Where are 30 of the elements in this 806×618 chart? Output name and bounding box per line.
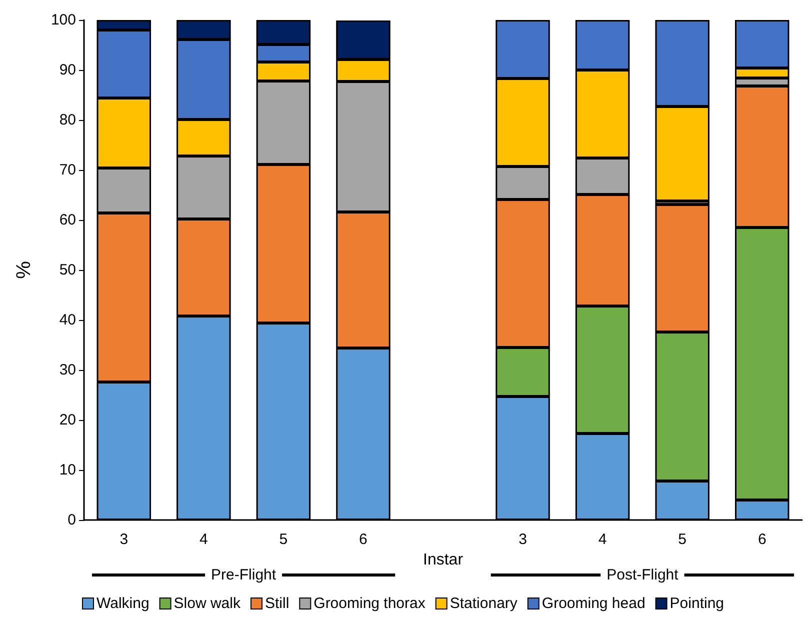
legend-label: Slow walk [174,595,241,612]
y-tick-label: 20 [59,412,76,428]
y-tick-label: 100 [50,12,76,28]
legend-label: Grooming head [542,595,646,612]
y-tick-label: 10 [59,462,76,478]
y-tick-label: 0 [68,512,76,528]
x-tick-label: 3 [518,531,527,548]
legend-label: Still [264,595,290,612]
legend-label: Stationary [450,595,518,612]
y-tick-label: 90 [59,62,76,78]
legend-label: Pointing [670,595,724,612]
legend-label: Walking [96,595,150,612]
x-axis-title: Instar [422,551,464,568]
y-tick-label: 60 [59,212,76,228]
text: Post-Flight [606,566,680,584]
y-tick-label: 40 [59,312,76,328]
text: Pre-Flight [211,566,277,584]
x-tick-label: 3 [120,531,128,548]
y-tick-label: 80 [59,112,76,128]
x-tick-label: 4 [199,531,208,548]
legend-label: Grooming thorax [314,595,426,612]
x-tick-label: 5 [678,531,687,548]
y-tick-label: 70 [59,162,76,178]
y-tick-label: 30 [59,362,76,378]
y-tick-label: 50 [59,262,76,278]
x-tick-label: 6 [359,531,368,548]
x-tick-label: 6 [758,531,766,548]
y-axis-title: % [13,260,35,279]
x-tick-label: 5 [279,531,288,548]
x-tick-label: 4 [598,531,607,548]
